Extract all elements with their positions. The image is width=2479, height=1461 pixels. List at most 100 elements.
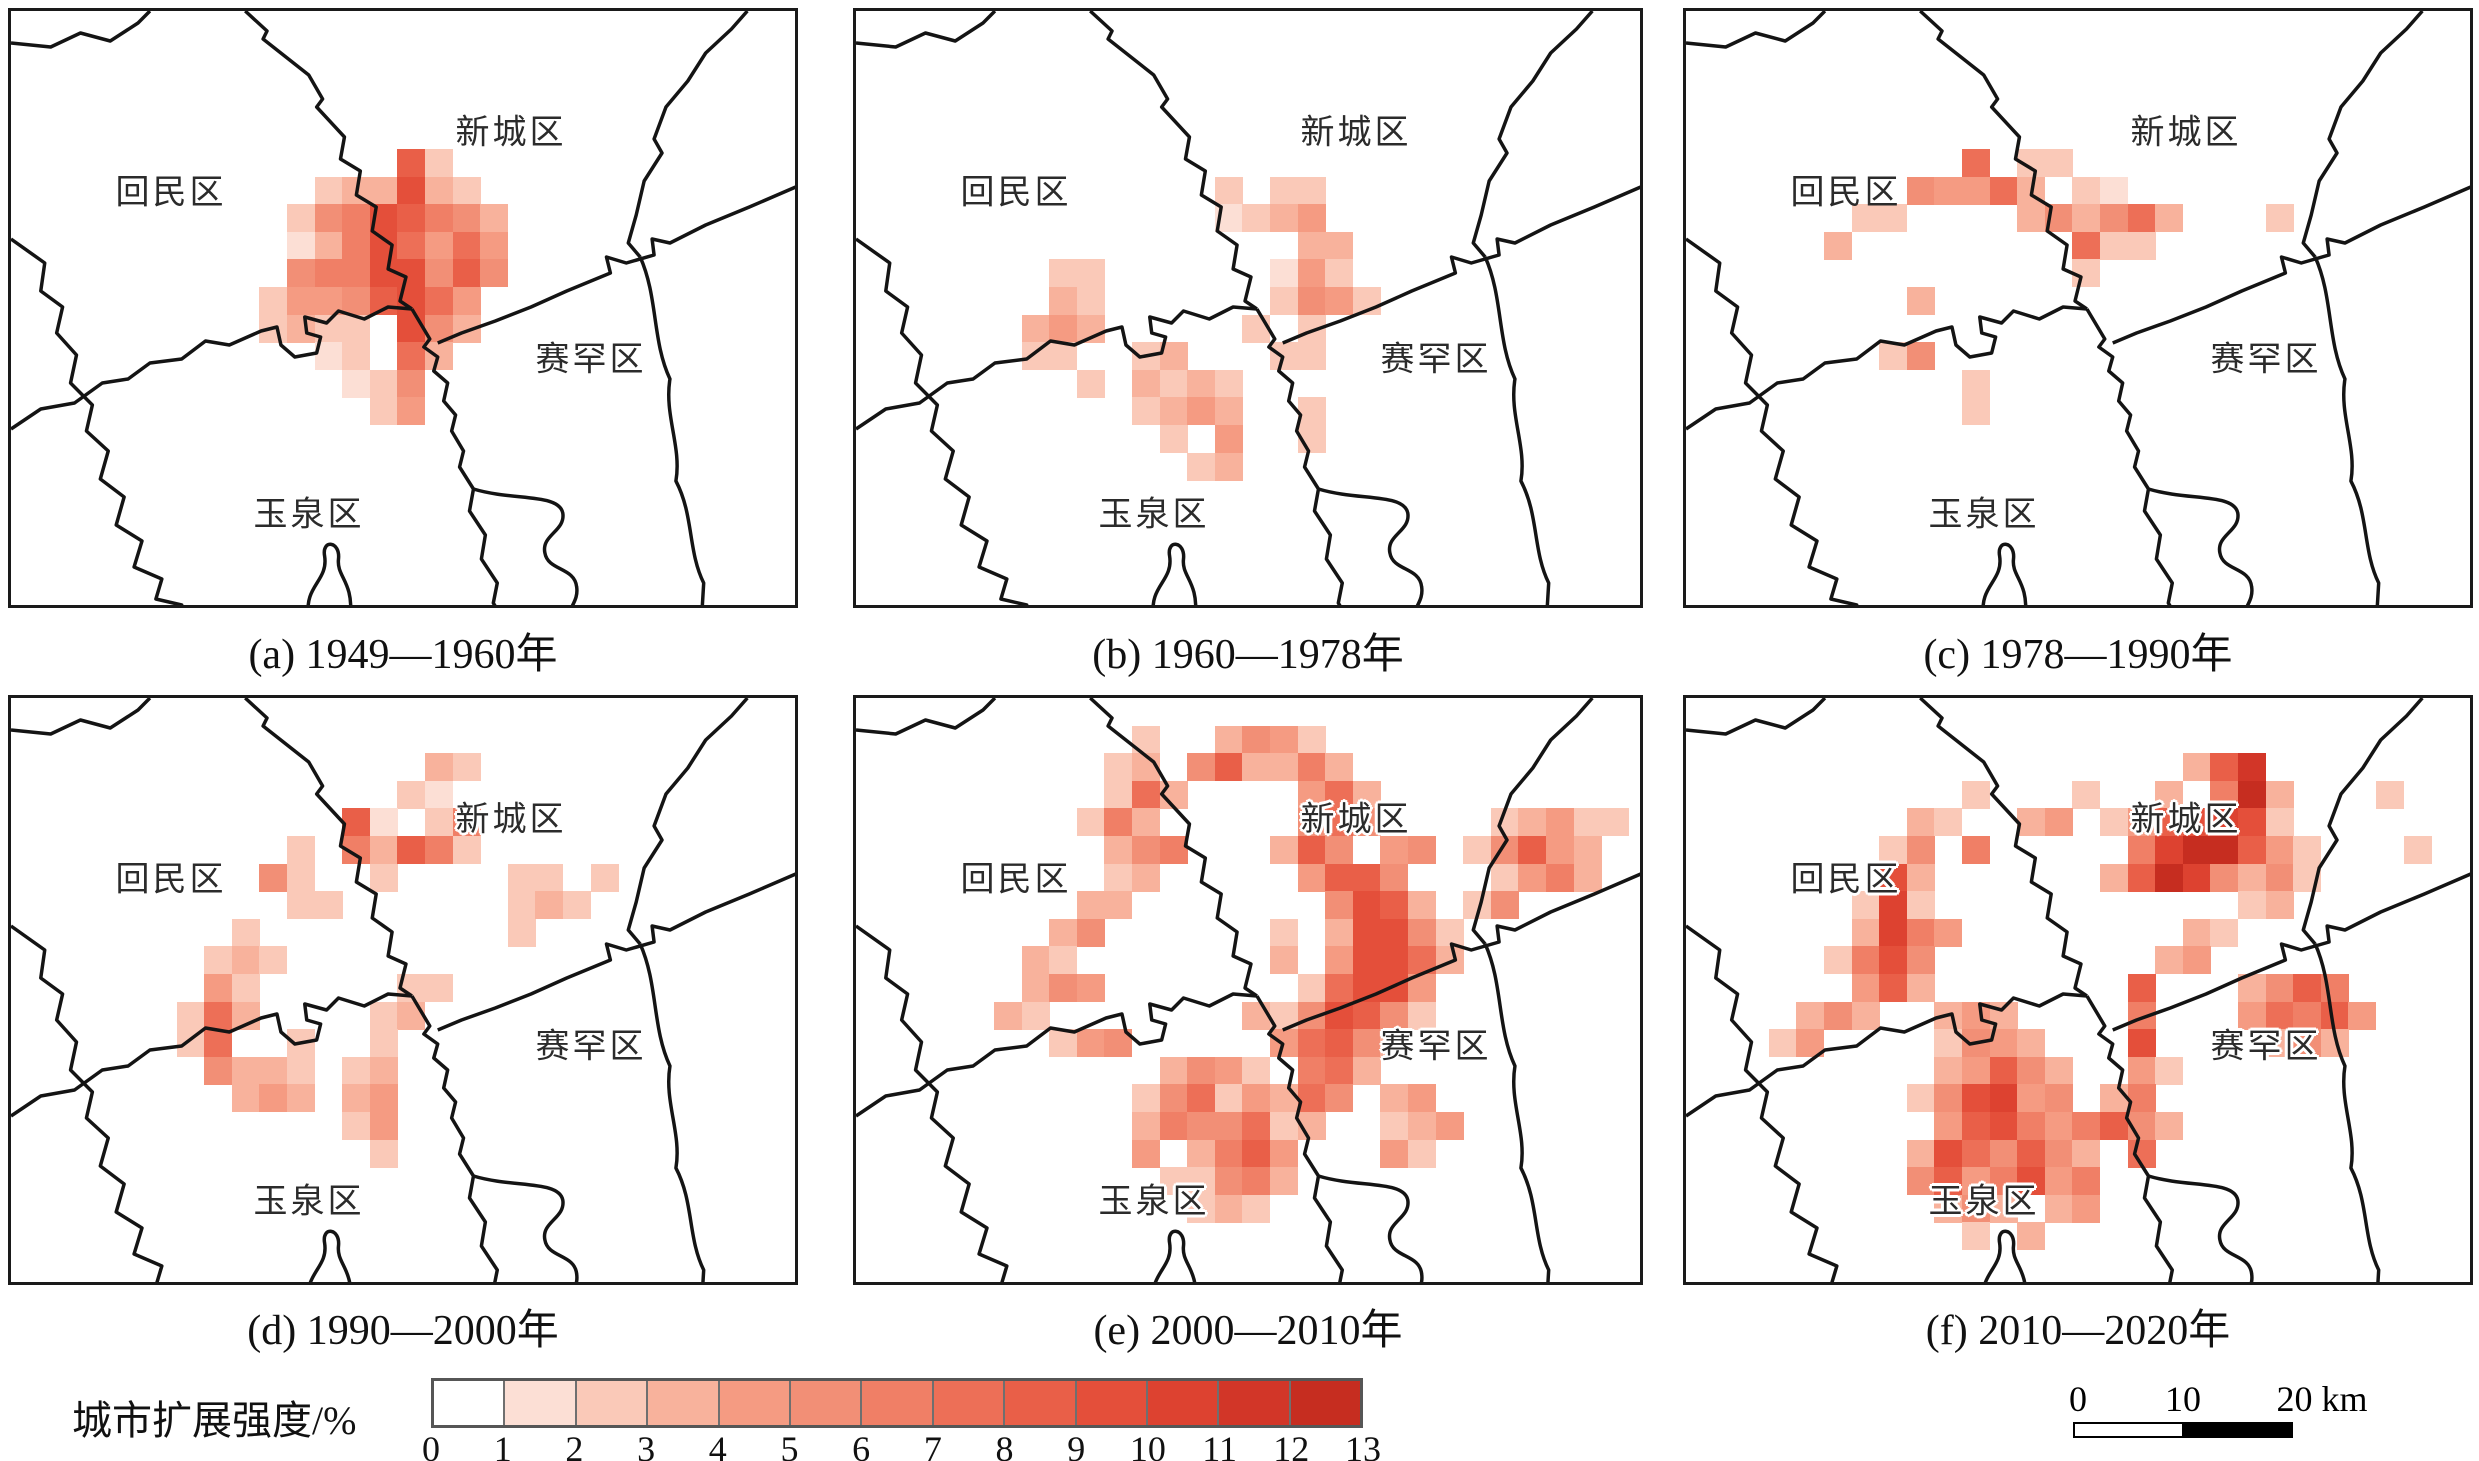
heat-cell [1187, 1056, 1216, 1085]
heat-cell [2155, 946, 2184, 975]
heat-cell [1934, 1001, 1963, 1030]
heat-cell [2127, 1084, 2156, 1113]
heat-cell [259, 314, 288, 343]
heat-cell [2017, 1139, 2046, 1168]
heat-cell [2017, 149, 2046, 177]
heat-cell [1214, 204, 1243, 233]
heat-cell [452, 287, 481, 315]
heat-cell [480, 204, 509, 233]
heat-cell [425, 974, 453, 1002]
district-label-2: 回民区 [1790, 174, 1902, 212]
district-label-3: 赛罕区 [535, 1028, 647, 1066]
heat-cell [1408, 891, 1436, 920]
heat-cell [1132, 725, 1160, 754]
heat-cell [1297, 231, 1326, 260]
heat-cell [1962, 1112, 1990, 1140]
heat-cell [342, 259, 371, 288]
heat-cell [369, 176, 398, 205]
heat-cell [1325, 946, 1354, 975]
heat-cell [2182, 863, 2211, 892]
heat-cell [231, 946, 260, 975]
heat-cell [1270, 725, 1298, 754]
heat-cell [1325, 1001, 1354, 1030]
heat-cell [342, 287, 371, 315]
heat-cell [287, 863, 315, 892]
district-label-1: 新城区 [2130, 114, 2242, 152]
heat-cell [1297, 425, 1326, 453]
heat-cell [2320, 974, 2349, 1002]
map-panel-f: 新城区 回民区 赛罕区 玉泉区 [1683, 695, 2473, 1285]
heat-cell [1906, 1084, 1935, 1113]
heat-cell [2127, 836, 2156, 864]
heat-cell [1824, 231, 1852, 260]
heat-cell [1076, 259, 1105, 288]
heat-cell [1187, 452, 1216, 481]
heat-cell [425, 836, 453, 864]
heat-cell [425, 204, 453, 233]
heat-cell [1879, 974, 1908, 1002]
heat-cell [1297, 342, 1326, 371]
heat-cell [1159, 1112, 1188, 1140]
heat-cell [452, 808, 481, 837]
legend-colorbar [431, 1378, 1363, 1428]
colorbar-segment-1 [505, 1381, 577, 1425]
heat-cell [2238, 863, 2266, 892]
heat-cell [369, 397, 398, 426]
colorbar-tick-1: 1 [493, 1429, 512, 1461]
heat-cell [1270, 1029, 1298, 1058]
heat-cell [2017, 1167, 2046, 1196]
heat-cell [369, 1029, 398, 1058]
heat-cell [2017, 1029, 2046, 1058]
heat-cell [2044, 1167, 2073, 1196]
heat-cell [1879, 204, 1908, 233]
heat-cell [1435, 918, 1464, 947]
heat-cell [1270, 1001, 1298, 1030]
heat-cell [397, 287, 426, 315]
heat-cell [590, 863, 619, 892]
heat-cell [1989, 1112, 2018, 1140]
heat-cell [1076, 808, 1105, 837]
heat-cell [425, 287, 453, 315]
heat-cell [1270, 259, 1298, 288]
heat-cell [2044, 1112, 2073, 1140]
colorbar-tick-13: 13 [1345, 1429, 1381, 1461]
heat-cell [259, 1056, 288, 1085]
heat-cell [287, 1056, 315, 1085]
heat-cell [1518, 808, 1547, 837]
heat-cell [1132, 863, 1160, 892]
heat-cell [1297, 1001, 1326, 1030]
heat-cell [1962, 1167, 1990, 1196]
heat-cell [2017, 808, 2046, 837]
heat-cell [1214, 1112, 1243, 1140]
heat-cell [1989, 1056, 2018, 1085]
district-label-2: 回民区 [960, 861, 1072, 899]
heat-cell [2044, 204, 2073, 233]
heat-cell [1159, 836, 1188, 864]
heat-cell [1325, 891, 1354, 920]
heat-cell [1297, 204, 1326, 233]
heat-cell [2265, 204, 2294, 233]
heat-cells-f [1686, 698, 2470, 1282]
heat-cell [2238, 753, 2266, 782]
heat-cell [1490, 863, 1519, 892]
heat-cell [1408, 946, 1436, 975]
heat-cell [1214, 753, 1243, 782]
heat-cell [1187, 1167, 1216, 1196]
heat-cell [1104, 808, 1133, 837]
district-label-1: 新城区 [1300, 114, 1412, 152]
heat-cell [1297, 176, 1326, 205]
heat-cell [2072, 1139, 2101, 1168]
heat-cell [1132, 1139, 1160, 1168]
heat-cell [2155, 780, 2184, 809]
heat-cell [397, 231, 426, 260]
colorbar-tick-8: 8 [995, 1429, 1014, 1461]
heat-cell [1325, 836, 1354, 864]
heat-cell [2265, 974, 2294, 1002]
heat-cell [1076, 1029, 1105, 1058]
heat-cell [342, 369, 371, 398]
heat-cell [2376, 780, 2404, 809]
heat-cell [1851, 891, 1880, 920]
heat-cell [1325, 1056, 1354, 1085]
heat-cell [397, 1001, 426, 1030]
heat-cell [397, 204, 426, 233]
